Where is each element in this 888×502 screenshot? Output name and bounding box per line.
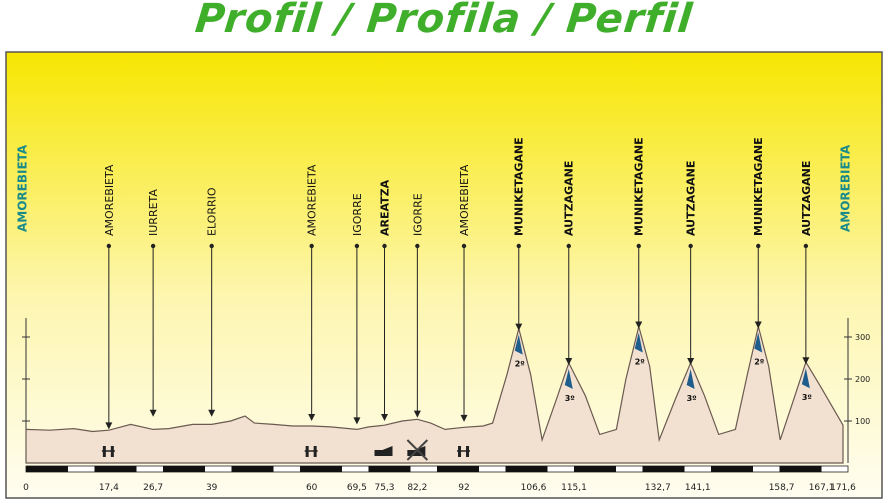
waypoint-label: ELORRIO xyxy=(206,187,219,236)
waypoint-arrow-head xyxy=(460,414,468,422)
x-tick-label: 115,1 xyxy=(561,483,587,493)
waypoint-arrow-head xyxy=(381,414,389,421)
climb-category-label: 3º xyxy=(565,394,576,403)
climb-label: AUTZAGANE xyxy=(685,161,698,236)
waypoint-label: AMOREBIETA xyxy=(306,164,319,236)
x-tick-label: 26,7 xyxy=(143,483,163,493)
distance-scale-segment xyxy=(26,466,68,472)
waypoint-label: AREATZA xyxy=(378,179,391,236)
finish-label: AMOREBIETA xyxy=(838,144,852,232)
x-tick-label: 141,1 xyxy=(685,483,711,493)
climb-label: AUTZAGANE xyxy=(563,161,576,236)
x-tick-label: 0 xyxy=(23,483,29,493)
waypoint-arrow-head xyxy=(353,417,361,425)
climb-arrow-head xyxy=(754,321,762,329)
x-tick-label: 167,1 xyxy=(809,483,835,493)
distance-scale-segment xyxy=(163,466,205,472)
climb-label: MUNIKETAGANE xyxy=(752,137,765,236)
waypoint-arrow-head xyxy=(149,409,157,417)
climb-category-icon xyxy=(754,332,763,353)
climb-category-icon xyxy=(514,334,523,355)
x-tick-label: 75,3 xyxy=(374,483,394,493)
x-tick-label: 132,7 xyxy=(645,483,671,493)
x-tick-label: 158,7 xyxy=(769,483,795,493)
profile-panel xyxy=(5,51,883,499)
x-tick-label: 106,6 xyxy=(521,483,547,493)
climb-arrow-head xyxy=(635,321,643,329)
waypoint-label: IGORRE xyxy=(411,193,424,236)
climb-category-label: 3º xyxy=(687,394,698,403)
waypoint-arrow-head xyxy=(413,410,421,418)
x-tick-label: 92 xyxy=(458,483,469,493)
distance-scale-segment xyxy=(642,466,685,472)
distance-scale-segment xyxy=(505,466,548,472)
distance-scale-segment xyxy=(300,466,342,472)
climb-category-label: 2º xyxy=(635,358,646,367)
climb-label: MUNIKETAGANE xyxy=(513,137,526,236)
waypoint-arrow-head xyxy=(308,414,316,421)
waypoint-label: IURRETA xyxy=(147,189,160,236)
climb-label: MUNIKETAGANE xyxy=(633,137,646,236)
terrain-profile xyxy=(25,324,844,464)
climb-category-icon xyxy=(801,368,810,389)
waypoint-arrow-head xyxy=(208,409,216,417)
x-tick-label: 82,2 xyxy=(407,483,427,493)
climb-category-icon xyxy=(564,369,573,390)
climb-category-label: 2º xyxy=(515,360,526,369)
distance-scale-segment xyxy=(94,466,137,472)
crossed-icon xyxy=(406,439,429,461)
climb-category-icon xyxy=(686,369,695,390)
start-label: AMOREBIETA xyxy=(15,144,29,232)
y-tick-label: 200 xyxy=(855,375,870,384)
distance-scale-segment xyxy=(574,466,616,472)
climb-category-icon xyxy=(634,332,643,353)
x-tick-label: 69,5 xyxy=(347,483,367,493)
x-tick-label: 60 xyxy=(306,483,318,493)
climb-category-label: 3º xyxy=(802,393,813,402)
y-tick-label: 300 xyxy=(855,333,870,342)
distance-scale-segment xyxy=(711,466,753,472)
climb-label: AUTZAGANE xyxy=(800,161,813,236)
climb-arrow-head xyxy=(802,357,810,365)
x-tick-label: 171,6 xyxy=(830,483,856,493)
climb-category-label: 2º xyxy=(754,358,765,367)
sprint-icon xyxy=(374,446,393,456)
waypoint-arrow-head xyxy=(105,422,113,430)
x-tick-label: 39 xyxy=(206,483,218,493)
climb-arrow-head xyxy=(515,323,523,331)
x-tick-label: 17,4 xyxy=(99,483,119,493)
distance-scale-segment xyxy=(231,466,274,472)
distance-scale-segment xyxy=(368,466,411,472)
waypoint-label: AMOREBIETA xyxy=(103,164,116,236)
waypoint-label: AMOREBIETA xyxy=(458,164,471,236)
climb-arrow-head xyxy=(565,358,573,366)
waypoint-label: IGORRE xyxy=(351,193,364,236)
distance-scale-segment xyxy=(437,466,479,472)
distance-scale-segment xyxy=(779,466,822,472)
climb-arrow-head xyxy=(687,358,695,366)
y-tick-label: 100 xyxy=(855,417,870,426)
